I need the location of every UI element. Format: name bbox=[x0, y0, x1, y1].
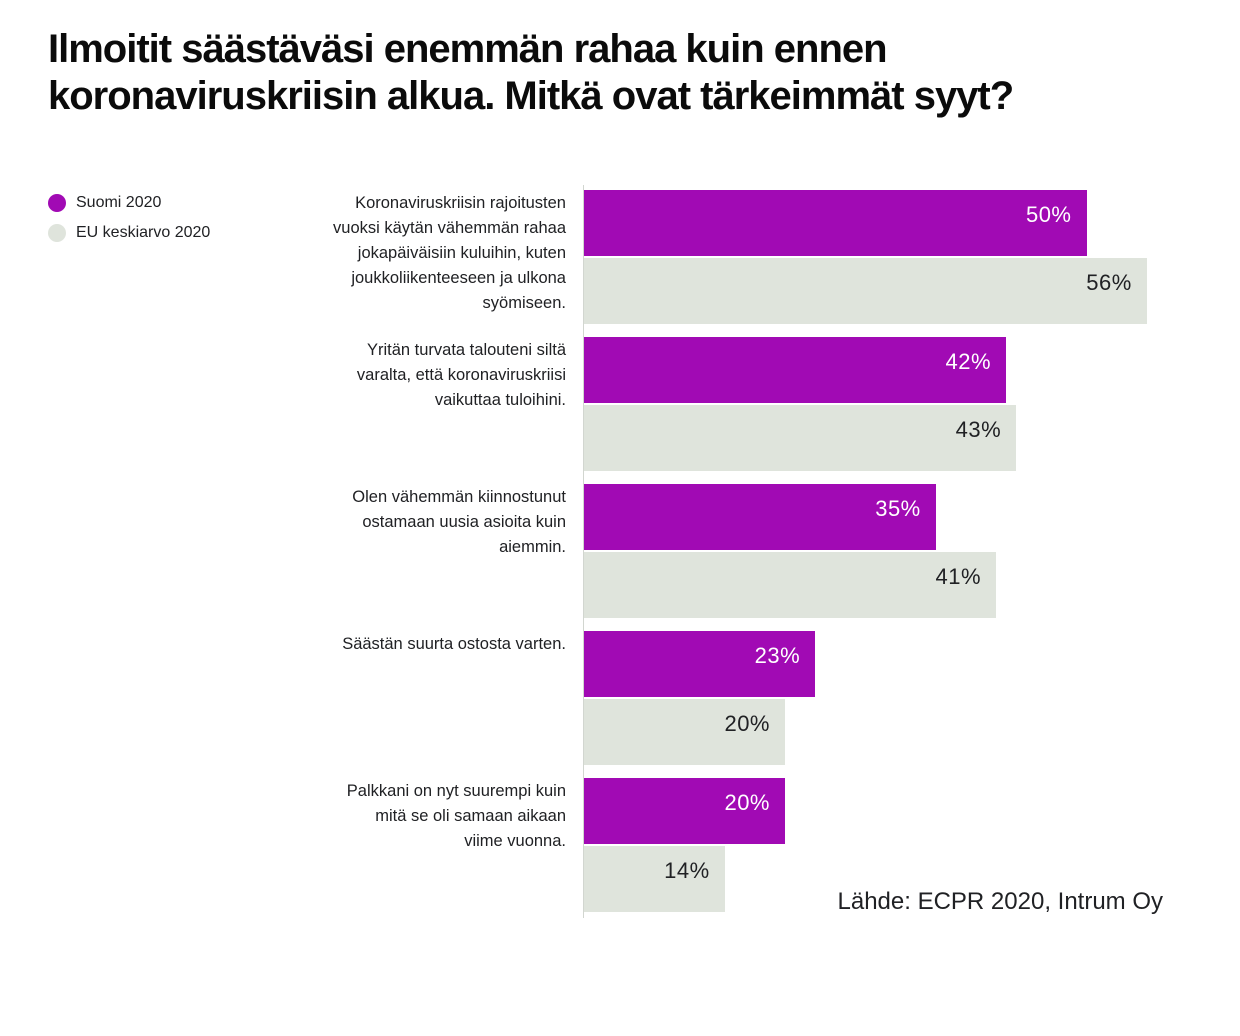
legend-item-label: Suomi 2020 bbox=[76, 194, 162, 211]
bar-eu: 43% bbox=[584, 405, 1017, 471]
chart-title-line-1: Ilmoitit säästäväsi enemmän rahaa kuin e… bbox=[48, 27, 888, 71]
axis-line bbox=[583, 185, 584, 918]
bar-eu: 20% bbox=[584, 699, 785, 765]
bar-value-label: 42% bbox=[945, 349, 992, 374]
bar-group: Koronaviruskriisin rajoitusten vuoksi kä… bbox=[48, 190, 1208, 324]
bar-pair: 42% 43% bbox=[584, 337, 1208, 471]
eu-legend-dot-icon bbox=[48, 224, 66, 242]
legend-item-label: EU keskiarvo 2020 bbox=[76, 224, 211, 241]
bar-eu: 41% bbox=[584, 552, 997, 618]
category-label: Säästän suurta ostosta varten. bbox=[342, 635, 566, 653]
category-label: Koronaviruskriisin rajoitusten vuoksi kä… bbox=[333, 194, 566, 312]
bar-group: Olen vähemmän kiinnostunut ostamaan uusi… bbox=[48, 484, 1208, 618]
category-label: Yritän turvata talouteni siltä varalta, … bbox=[356, 341, 566, 409]
bar-eu: 56% bbox=[584, 258, 1147, 324]
source-note: Lähde: ECPR 2020, Intrum Oy bbox=[837, 888, 1164, 915]
bar-value-label: 20% bbox=[724, 711, 770, 736]
suomi-legend-dot-icon bbox=[48, 194, 66, 212]
category-label: Palkkani on nyt suurempi kuin mitä se ol… bbox=[346, 782, 566, 850]
legend: Suomi 2020 EU keskiarvo 2020 bbox=[48, 194, 210, 254]
bar-chart: Koronaviruskriisin rajoitusten vuoksi kä… bbox=[48, 190, 1208, 925]
legend-item-eu: EU keskiarvo 2020 bbox=[48, 224, 210, 242]
bar-group: Palkkani on nyt suurempi kuin mitä se ol… bbox=[48, 778, 1208, 912]
bar-value-label: 14% bbox=[664, 858, 710, 883]
bar-pair: 23% 20% bbox=[584, 631, 1208, 765]
category-label: Olen vähemmän kiinnostunut ostamaan uusi… bbox=[352, 488, 566, 556]
legend-item-suomi: Suomi 2020 bbox=[48, 194, 210, 212]
bar-value-label: 41% bbox=[935, 564, 982, 589]
bar-value-label: 35% bbox=[875, 496, 921, 521]
bar-suomi: 20% bbox=[584, 778, 785, 844]
bar-suomi: 50% bbox=[584, 190, 1087, 256]
bar-suomi: 23% bbox=[584, 631, 816, 697]
bar-pair: 20% 14% bbox=[584, 778, 1208, 912]
bar-value-label: 20% bbox=[724, 790, 770, 815]
bar-value-label: 23% bbox=[754, 643, 801, 668]
bar-pair: 35% 41% bbox=[584, 484, 1208, 618]
chart-title: Ilmoitit säästäväsi enemmän rahaa kuin e… bbox=[48, 26, 1198, 120]
bar-suomi: 42% bbox=[584, 337, 1007, 403]
bar-value-label: 43% bbox=[955, 417, 1002, 442]
bar-pair: 50% 56% bbox=[584, 190, 1208, 324]
bar-suomi: 35% bbox=[584, 484, 936, 550]
bar-group: Säästän suurta ostosta varten. 23% 20% bbox=[48, 631, 1208, 765]
bar-value-label: 56% bbox=[1086, 270, 1132, 295]
bar-value-label: 50% bbox=[1025, 202, 1072, 227]
bar-group: Yritän turvata talouteni siltä varalta, … bbox=[48, 337, 1208, 471]
chart-title-line-2: koronaviruskriisin alkua. Mitkä ovat tär… bbox=[48, 74, 1014, 118]
bar-eu: 14% bbox=[584, 846, 725, 912]
